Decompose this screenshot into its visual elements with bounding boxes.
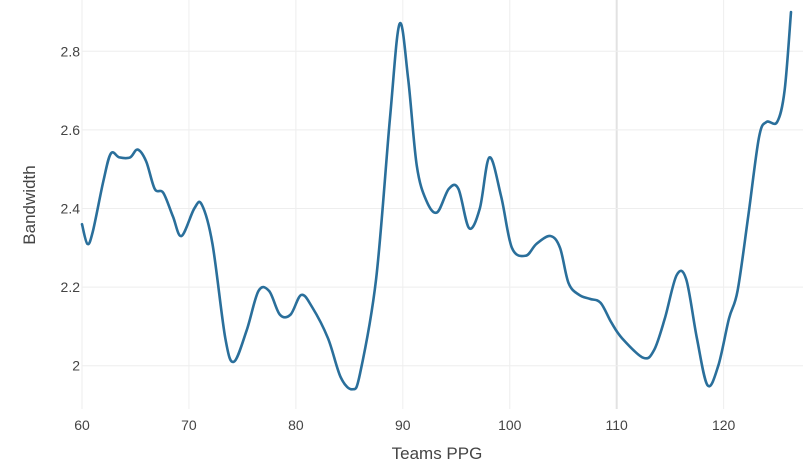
x-tick-label: 90 bbox=[395, 417, 411, 433]
x-tick-label: 60 bbox=[74, 417, 90, 433]
y-axis-ticks: 2 2.2 2.4 2.6 2.8 bbox=[61, 43, 81, 373]
y-tick-label: 2.6 bbox=[61, 122, 81, 138]
y-tick-label: 2 bbox=[72, 358, 80, 374]
grid bbox=[81, 0, 803, 409]
plot-area bbox=[80, 10, 793, 391]
x-tick-label: 70 bbox=[181, 417, 197, 433]
x-tick-label: 100 bbox=[498, 417, 522, 433]
y-tick-label: 2.8 bbox=[61, 43, 81, 59]
series-line bbox=[80, 10, 793, 391]
x-tick-label: 80 bbox=[288, 417, 304, 433]
x-tick-label: 120 bbox=[712, 417, 736, 433]
y-axis-title: Bandwidth bbox=[20, 165, 39, 244]
x-tick-label: 110 bbox=[606, 417, 629, 433]
x-axis-title: Teams PPG bbox=[392, 444, 483, 462]
y-tick-label: 2.4 bbox=[61, 201, 81, 217]
x-axis-ticks: 60 70 80 90 100 110 120 bbox=[74, 417, 735, 433]
y-tick-label: 2.2 bbox=[61, 279, 81, 295]
